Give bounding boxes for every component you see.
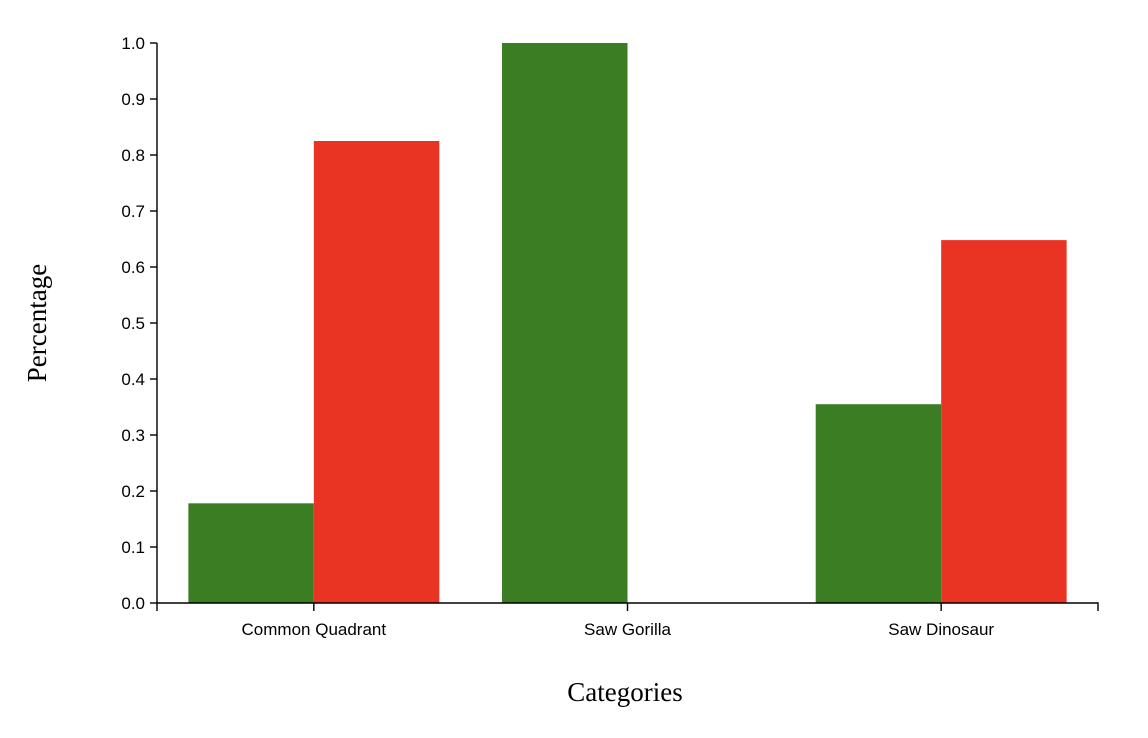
y-tick-label: 0.1 [121,538,145,557]
y-axis-title: Percentage [22,264,52,382]
y-tick-label: 0.2 [121,482,145,501]
bar-saw-gorilla-1 [502,43,628,603]
y-tick-label: 1.0 [121,34,145,53]
x-tick-label: Saw Gorilla [584,620,671,639]
bars-group [188,43,1067,603]
bar-common-quadrant-1 [188,503,314,603]
y-tick-label: 0.0 [121,594,145,613]
y-tick-label: 0.6 [121,258,145,277]
bar-saw-dinosaur-1 [815,404,942,603]
x-tick-label: Saw Dinosaur [888,620,994,639]
y-tick-label: 0.4 [121,370,145,389]
x-axis: Common Quadrant Saw Gorilla Saw Dinosaur [156,602,1099,639]
y-tick-label: 0.7 [121,202,145,221]
y-tick-label: 0.5 [121,314,145,333]
y-tick-label: 0.8 [121,146,145,165]
bar-common-quadrant-2 [313,141,440,603]
x-tick-label: Common Quadrant [242,620,387,639]
y-tick-label: 0.3 [121,426,145,445]
bar-saw-dinosaur-2 [941,240,1067,603]
y-tick-label: 0.9 [121,90,145,109]
y-axis: 0.0 0.1 0.2 0.3 0.4 0.5 0.6 0.7 0.8 0.9 1.0 [121,34,158,613]
x-axis-title: Categories [567,677,682,707]
